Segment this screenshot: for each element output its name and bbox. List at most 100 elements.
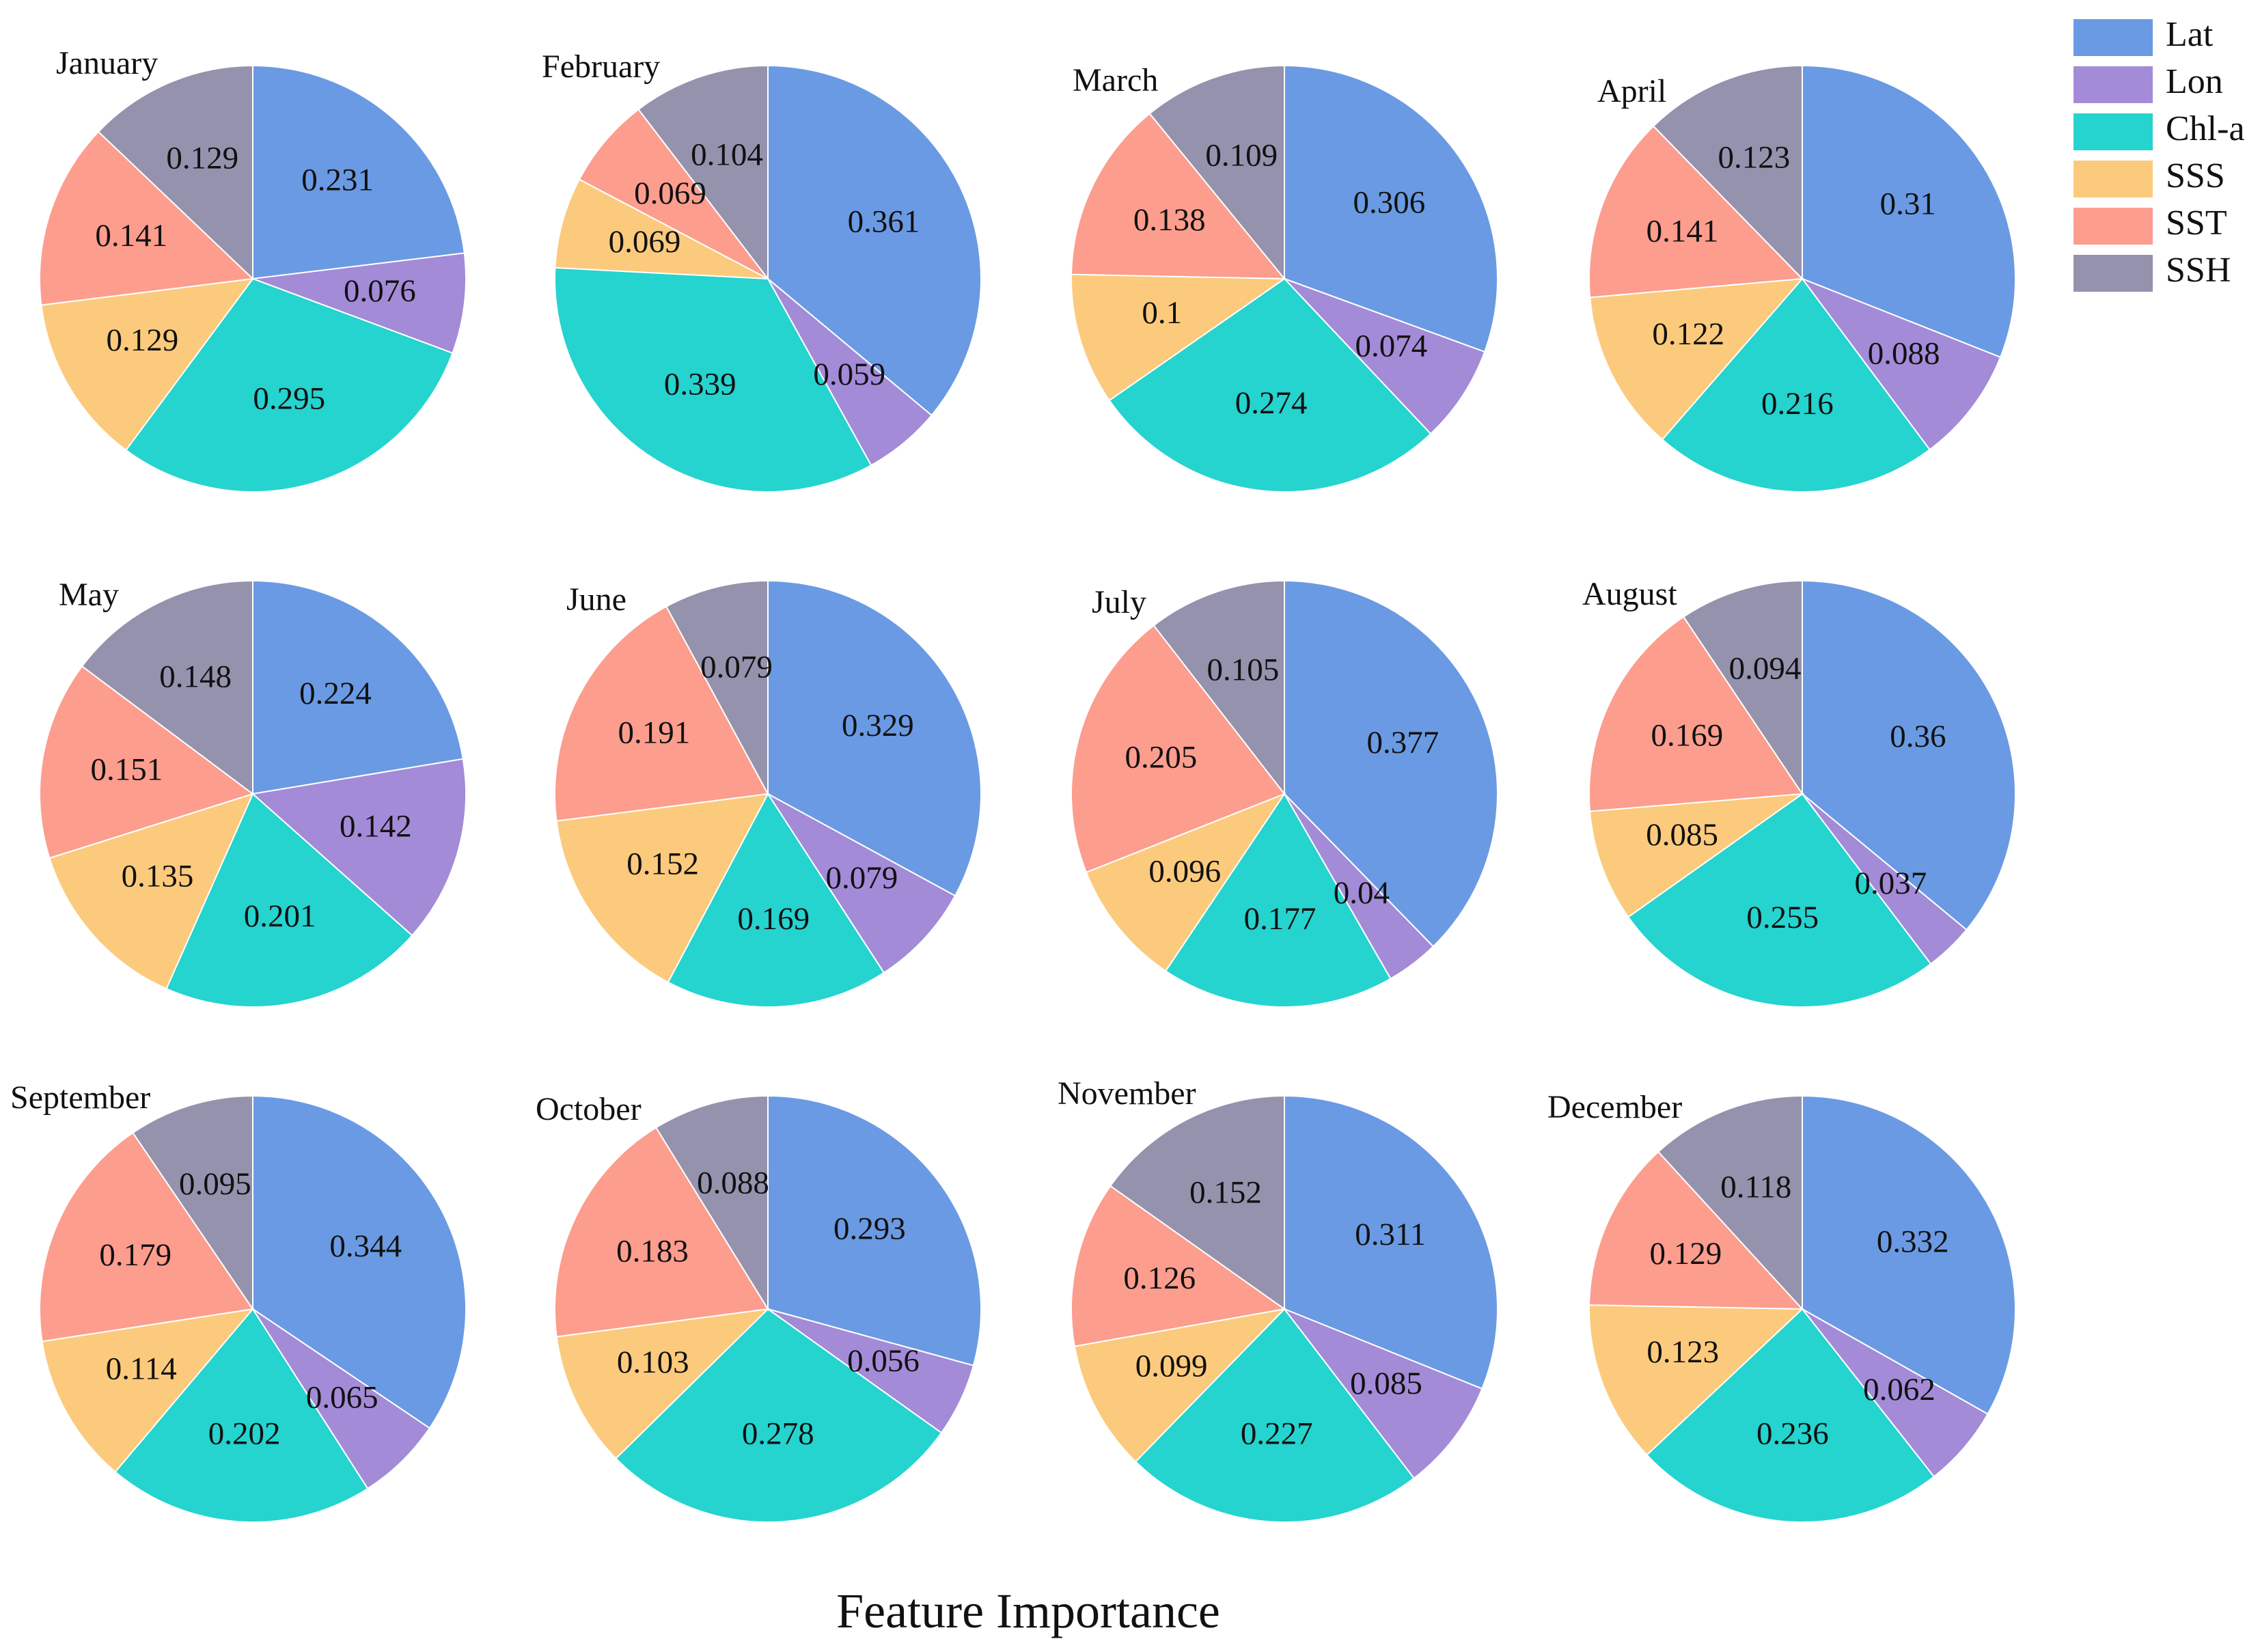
pie-april: 0.31 0.088 0.216 0.122 0.141 0.123 April (1588, 64, 2016, 493)
legend-swatch-sst (2073, 208, 2153, 245)
slice-value-label: 0.094 (1729, 651, 1802, 687)
pie-title: September (10, 1079, 150, 1116)
slice-value-label: 0.169 (1651, 717, 1724, 753)
slice-ssh (1657, 1095, 1803, 1311)
slice-value-label: 0.065 (306, 1380, 378, 1416)
slice-lon (252, 1308, 431, 1490)
slice-ssh (132, 1095, 253, 1312)
slice-value-label: 0.123 (1718, 139, 1791, 175)
slice-ssh (97, 64, 253, 281)
slice-value-label: 0.191 (618, 715, 691, 750)
slice-chl-a (165, 793, 413, 1008)
legend-swatch-chl-a (2073, 113, 2153, 150)
slice-value-label: 0.096 (1148, 853, 1221, 889)
legend-label-sss: SSS (2166, 156, 2225, 195)
slice-sst (554, 1127, 769, 1338)
slice-value-label: 0.088 (1868, 336, 1940, 372)
legend-label-lon: Lon (2166, 62, 2223, 101)
slice-value-label: 0.105 (1207, 652, 1280, 688)
slice-lat (1802, 579, 2016, 931)
legend-swatch-ssh (2073, 255, 2153, 292)
legend-label-chl-a: Chl-a (2166, 109, 2245, 148)
slice-lon (1282, 1307, 1483, 1480)
pie-title: November (1058, 1075, 1196, 1112)
slice-sst (554, 605, 769, 822)
slice-value-label: 0.31 (1880, 187, 1936, 222)
pie-title: April (1597, 73, 1666, 109)
slice-value-label: 0.177 (1244, 901, 1317, 937)
slice-value-label: 0.377 (1367, 725, 1439, 760)
slice-ssh (1682, 579, 1803, 797)
slice-value-label: 0.295 (253, 381, 325, 416)
slice-value-label: 0.36 (1890, 719, 1946, 754)
pie-december: 0.332 0.062 0.236 0.123 0.129 0.118 December (1547, 1089, 2016, 1523)
slice-value-label: 0.074 (1355, 329, 1428, 364)
slice-ssh (81, 579, 253, 795)
pie-title: October (536, 1091, 642, 1127)
slice-sst (1588, 125, 1804, 299)
slice-lat (767, 1095, 982, 1366)
slice-value-label: 0.224 (299, 676, 372, 711)
legend-swatch-lon (2073, 66, 2153, 103)
x-axis-title: Feature Importance (836, 1584, 1220, 1638)
pie-title: May (59, 577, 119, 613)
pie-february: 0.361 0.059 0.339 0.069 0.069 0.104 February (542, 49, 982, 493)
slice-value-label: 0.095 (179, 1166, 251, 1202)
slice-value-label: 0.059 (813, 357, 885, 392)
slice-sss (1071, 273, 1287, 402)
slice-lon (1802, 1308, 1989, 1478)
slice-sss (1589, 277, 1804, 441)
slice-lon (1800, 277, 2002, 451)
pie-november: 0.311 0.085 0.227 0.099 0.126 0.152 November (1058, 1075, 1498, 1523)
slice-value-label: 0.069 (634, 176, 706, 211)
slice-ssh (1109, 1095, 1285, 1310)
slice-value-label: 0.085 (1350, 1366, 1422, 1401)
slice-value-label: 0.122 (1652, 316, 1724, 352)
slice-value-label: 0.135 (122, 859, 194, 894)
slice-value-label: 0.129 (107, 322, 179, 358)
slice-value-label: 0.056 (847, 1343, 920, 1379)
slice-value-label: 0.103 (617, 1345, 689, 1380)
slice-chl-a (1646, 1308, 1935, 1523)
pie-title: June (566, 581, 626, 618)
slice-value-label: 0.306 (1353, 184, 1426, 220)
slice-value-label: 0.183 (616, 1233, 689, 1269)
slice-sss (1588, 793, 1805, 918)
slice-value-label: 0.037 (1855, 866, 1927, 901)
slice-value-label: 0.278 (742, 1416, 814, 1451)
slice-ssh (654, 1095, 769, 1312)
slice-value-label: 0.118 (1720, 1169, 1791, 1204)
slice-chl-a (114, 1308, 369, 1523)
slice-value-label: 0.123 (1646, 1334, 1719, 1370)
slice-sst (1588, 616, 1804, 812)
slice-chl-a (1661, 277, 1931, 493)
slice-lat (1802, 64, 2016, 359)
slice-lat (252, 579, 464, 795)
slice-lon (767, 793, 956, 974)
monthly-pie-charts: 0.231 0.076 0.295 0.129 0.141 0.129 January 0.3… (10, 45, 2016, 1523)
pie-title: January (56, 45, 158, 81)
slice-value-label: 0.201 (244, 898, 316, 934)
slice-chl-a (1108, 277, 1432, 493)
slice-ssh (1652, 64, 1803, 281)
slice-ssh (1148, 64, 1285, 281)
pie-title: February (542, 49, 660, 85)
slice-value-label: 0.152 (1189, 1174, 1262, 1210)
slice-sss (555, 793, 769, 984)
slice-value-label: 0.339 (664, 366, 736, 402)
slice-sst (578, 108, 769, 279)
slice-sst (39, 1131, 254, 1343)
slice-chl-a (125, 277, 454, 493)
slice-sss (555, 1308, 770, 1460)
slice-value-label: 0.069 (609, 224, 681, 260)
slice-value-label: 0.179 (99, 1237, 171, 1273)
slice-value-label: 0.361 (848, 204, 920, 239)
slice-lat (1802, 1095, 2016, 1416)
slice-chl-a (667, 793, 885, 1008)
slice-value-label: 0.216 (1761, 386, 1834, 422)
pie-july: 0.377 0.04 0.177 0.096 0.205 0.105 July (1071, 579, 1498, 1008)
slice-value-label: 0.231 (301, 163, 374, 198)
